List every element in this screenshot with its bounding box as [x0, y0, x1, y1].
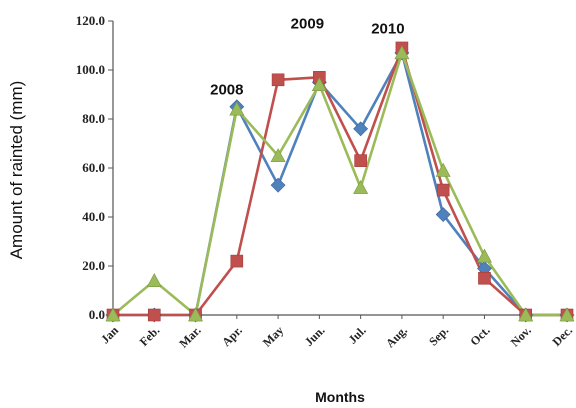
point-2010-Apr. — [229, 101, 245, 116]
series-labels: 2008 2009 2010 — [210, 15, 404, 98]
y-axis-ticks: 0.0 20.0 40.0 60.0 80.0 100.0 120.0 — [76, 13, 113, 322]
point-2010-Jan — [105, 307, 121, 322]
x-tick-label: Aug. — [383, 323, 410, 350]
point-2010-May — [270, 148, 286, 163]
point-2009-Jul. — [354, 154, 367, 167]
x-axis-title: Months — [315, 389, 365, 405]
x-tick-label: May — [260, 323, 286, 349]
point-2010-Dec. — [559, 307, 575, 322]
point-2010-Oct. — [476, 248, 492, 263]
x-tick-label: Dec. — [549, 323, 575, 349]
x-tick-label: Sep. — [426, 323, 451, 348]
point-2009-Oct. — [478, 271, 491, 285]
y-tick-label: 20.0 — [82, 258, 105, 273]
point-2009-Feb. — [147, 308, 161, 322]
x-axis-ticks: Jan Feb. Mar. Apr. May Jun. Jul. Aug. Sep. Oct. No… — [98, 315, 575, 350]
x-tick-label: Feb. — [137, 323, 163, 349]
point-2009-Sep. — [436, 183, 450, 197]
x-tick-label: Nov. — [508, 323, 534, 349]
point-2010-Mar. — [188, 307, 204, 322]
series-label-2008: 2008 — [210, 82, 243, 99]
chart-axes — [112, 21, 571, 316]
x-tick-label: Jan — [98, 323, 121, 346]
point-2009-Apr. — [230, 254, 244, 268]
y-tick-label: 60.0 — [82, 160, 105, 175]
y-axis-title: Amount of rainted (mm) — [7, 81, 26, 260]
x-tick-label: Mar. — [176, 323, 203, 350]
point-2008-Sep. — [435, 207, 451, 222]
y-tick-label: 100.0 — [76, 62, 105, 77]
point-2008-Jul. — [353, 121, 369, 137]
y-tick-label: 40.0 — [82, 209, 105, 224]
point-2010-Feb. — [146, 273, 162, 288]
x-tick-label: Jun. — [302, 323, 328, 349]
point-2010-Jun. — [311, 77, 327, 91]
point-2009-May — [271, 73, 285, 87]
point-2010-Sep. — [435, 162, 451, 177]
point-2010-Nov. — [518, 307, 534, 322]
y-tick-label: 120.0 — [76, 13, 105, 28]
point-2010-Aug. — [394, 45, 410, 60]
series-line-2010 — [112, 51, 567, 317]
point-2008-May — [270, 177, 286, 193]
point-2010-Jul. — [353, 179, 369, 194]
series-label-2010: 2010 — [371, 20, 404, 37]
series-label-2009: 2009 — [291, 15, 324, 32]
x-tick-label: Apr. — [219, 323, 245, 349]
x-tick-label: Oct. — [467, 323, 492, 348]
chart-series — [105, 41, 575, 323]
y-tick-label: 80.0 — [82, 111, 105, 126]
x-tick-label: Jul. — [345, 323, 368, 346]
y-tick-label: 0.0 — [89, 307, 105, 322]
